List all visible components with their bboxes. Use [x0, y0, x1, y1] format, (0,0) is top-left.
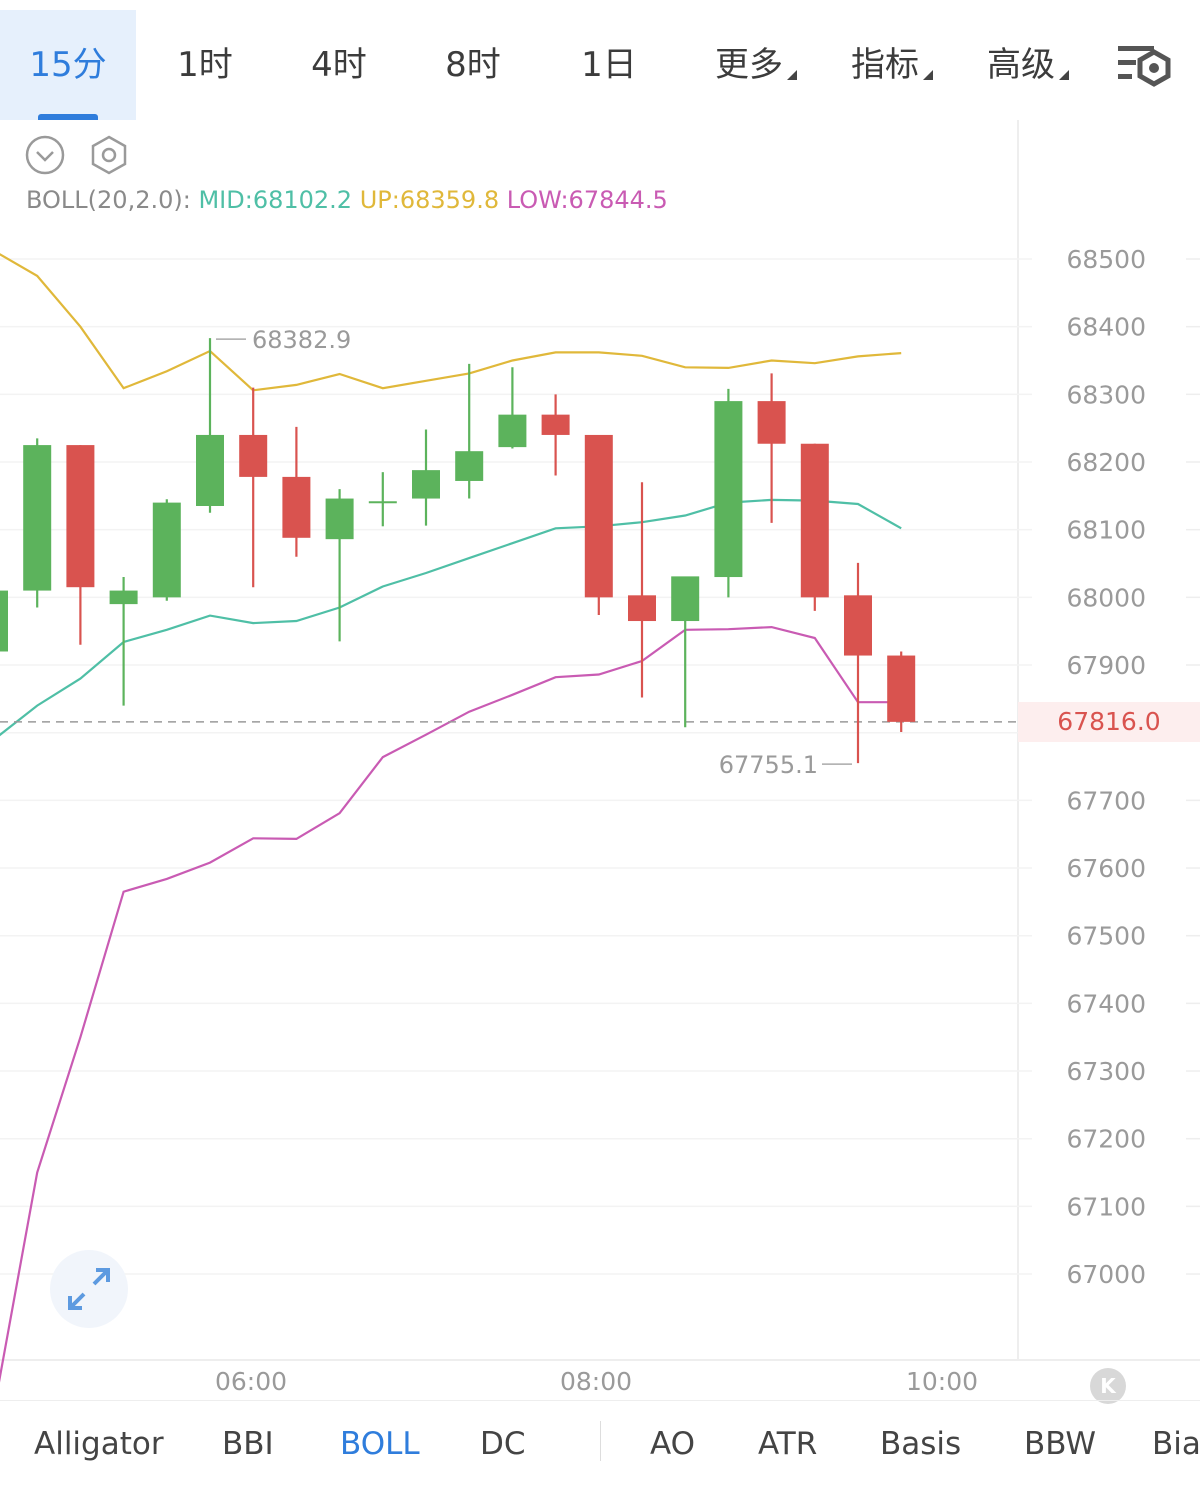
tab-15m[interactable]: 15分	[0, 10, 136, 120]
y-tick-label: 67400	[1066, 989, 1146, 1018]
candle-down	[887, 655, 916, 722]
boll-mid-line	[0, 498, 902, 737]
y-tick-label: 68300	[1066, 380, 1146, 409]
y-tick-label: 68500	[1066, 245, 1146, 274]
indicator-bbi[interactable]: BBI	[222, 1426, 274, 1462]
active-tab-indicator	[38, 114, 98, 120]
chart-settings-icon[interactable]	[1114, 40, 1174, 92]
candle-down	[844, 595, 872, 656]
x-tick-label: 06:00	[215, 1367, 287, 1396]
timeframe-tabs: 15分 1时 4时 8时 1日 更多 指标 高级	[0, 0, 1200, 120]
y-tick-label: 67300	[1066, 1057, 1146, 1086]
candle-down	[628, 595, 656, 622]
y-tick-label: 68100	[1066, 516, 1146, 545]
indicator-bar: Alligator BBI BOLL DC AO ATR Basis BBW B…	[0, 1400, 1200, 1473]
tab-more-label: 更多	[715, 45, 783, 85]
tab-more[interactable]: 更多	[700, 10, 812, 120]
boll-legend: BOLL(20,2.0): MID:68102.2 UP:68359.8 LOW…	[26, 186, 668, 214]
boll-legend-up: UP:68359.8	[359, 186, 500, 214]
indicator-settings-icon[interactable]	[88, 134, 130, 176]
expand-icon	[68, 1268, 110, 1310]
x-tick-label: 10:00	[906, 1367, 978, 1396]
tab-indicators[interactable]: 指标	[836, 10, 948, 120]
tab-advanced-label: 高级	[987, 45, 1055, 85]
y-tick-label: 68200	[1066, 448, 1146, 477]
y-tick-label: 67700	[1066, 786, 1146, 815]
boll-up-line	[0, 253, 902, 392]
tab-1d-label: 1日	[581, 45, 637, 85]
y-tick-label: 67200	[1066, 1125, 1146, 1154]
candle-down	[282, 476, 311, 538]
candle-down	[800, 443, 829, 598]
indicator-dc[interactable]: DC	[480, 1426, 526, 1462]
candle-up	[109, 590, 138, 605]
boll-legend-mid: MID:68102.2	[198, 186, 353, 214]
boll-legend-name: BOLL(20,2.0):	[26, 186, 191, 214]
indicator-basis[interactable]: Basis	[880, 1426, 962, 1462]
indicator-alligator[interactable]: Alligator	[34, 1426, 164, 1462]
tab-1h[interactable]: 1时	[150, 10, 260, 120]
candle-up	[0, 590, 8, 652]
indicator-divider	[600, 1421, 601, 1461]
y-tick-label: 67500	[1066, 922, 1146, 951]
scroll-to-latest-button[interactable]: K	[1090, 1368, 1126, 1404]
indicator-atr[interactable]: ATR	[758, 1426, 818, 1462]
dropdown-caret-icon	[923, 70, 933, 80]
candle-up	[23, 445, 52, 591]
current-price-tag: 67816.0	[1018, 702, 1200, 742]
expand-chart-button[interactable]	[50, 1250, 128, 1328]
candle-down	[584, 434, 613, 598]
low-price-label: 67755.1	[719, 751, 818, 779]
candle-up	[368, 501, 397, 504]
indicator-ao[interactable]: AO	[650, 1426, 696, 1462]
indicator-bias[interactable]: Bias	[1152, 1426, 1200, 1462]
candlestick-chart[interactable]: 6850068400683006820068100680006790067800…	[0, 120, 1200, 1400]
tab-1d[interactable]: 1日	[554, 10, 664, 120]
boll-legend-low: LOW:67844.5	[506, 186, 668, 214]
x-tick-label: 08:00	[560, 1367, 632, 1396]
candle-up	[412, 470, 440, 499]
y-tick-label: 67900	[1066, 651, 1146, 680]
candle-up	[152, 502, 181, 598]
candle-down	[66, 445, 95, 588]
indicator-bbw[interactable]: BBW	[1024, 1426, 1097, 1462]
indicator-boll[interactable]: BOLL	[340, 1426, 420, 1462]
tab-advanced[interactable]: 高级	[972, 10, 1084, 120]
tab-8h[interactable]: 8时	[418, 10, 528, 120]
candle-up	[455, 451, 484, 481]
candle-up	[325, 498, 354, 540]
candle-down	[239, 434, 268, 477]
tab-1h-label: 1时	[177, 45, 233, 85]
collapse-chevron-icon[interactable]	[24, 134, 66, 176]
candle-down	[541, 414, 570, 435]
candle-up	[196, 434, 224, 506]
tab-15m-label: 15分	[29, 45, 107, 85]
y-tick-label: 67000	[1066, 1260, 1146, 1289]
candle-up	[498, 414, 527, 448]
tab-4h-label: 4时	[311, 45, 367, 85]
y-tick-label: 68400	[1066, 313, 1146, 342]
dropdown-caret-icon	[1059, 70, 1069, 80]
high-price-label: 68382.9	[252, 326, 351, 354]
y-tick-label: 67600	[1066, 854, 1146, 883]
candle-up	[714, 401, 743, 578]
candle-down	[757, 401, 786, 444]
candle-up	[671, 576, 700, 622]
y-tick-label: 67100	[1066, 1192, 1146, 1221]
tab-indicators-label: 指标	[851, 45, 919, 85]
boll-low-line	[0, 625, 902, 1383]
dropdown-caret-icon	[787, 70, 797, 80]
tab-4h[interactable]: 4时	[284, 10, 394, 120]
y-tick-label: 68000	[1066, 583, 1146, 612]
tab-8h-label: 8时	[445, 45, 501, 85]
